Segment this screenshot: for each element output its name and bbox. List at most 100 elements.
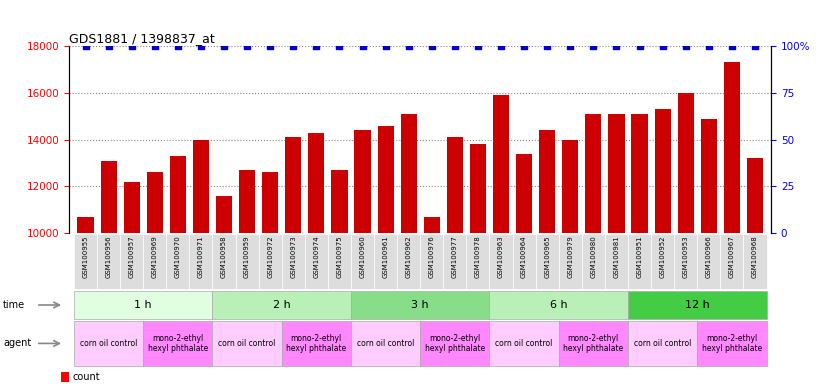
Text: GSM100974: GSM100974 bbox=[313, 235, 319, 278]
Point bbox=[264, 43, 277, 49]
Text: mono-2-ethyl
hexyl phthalate: mono-2-ethyl hexyl phthalate bbox=[286, 334, 347, 353]
Point bbox=[472, 43, 485, 49]
Text: GSM100970: GSM100970 bbox=[175, 235, 181, 278]
Text: GSM100960: GSM100960 bbox=[360, 235, 366, 278]
Text: agent: agent bbox=[3, 338, 32, 348]
Bar bbox=[609, 114, 624, 233]
Bar bbox=[170, 156, 186, 233]
FancyBboxPatch shape bbox=[305, 234, 328, 289]
Text: corn oil control: corn oil control bbox=[495, 339, 552, 348]
Text: mono-2-ethyl
hexyl phthalate: mono-2-ethyl hexyl phthalate bbox=[148, 334, 208, 353]
Bar bbox=[562, 140, 579, 233]
Text: GSM100976: GSM100976 bbox=[428, 235, 435, 278]
Bar bbox=[724, 63, 740, 233]
Point bbox=[748, 43, 761, 49]
Point bbox=[425, 43, 438, 49]
Text: GSM100972: GSM100972 bbox=[267, 235, 273, 278]
Point bbox=[610, 43, 623, 49]
Text: mono-2-ethyl
hexyl phthalate: mono-2-ethyl hexyl phthalate bbox=[563, 334, 623, 353]
Text: 1 h: 1 h bbox=[135, 300, 152, 310]
FancyBboxPatch shape bbox=[535, 234, 559, 289]
Text: GSM100964: GSM100964 bbox=[521, 235, 527, 278]
FancyBboxPatch shape bbox=[189, 234, 212, 289]
FancyBboxPatch shape bbox=[674, 234, 697, 289]
Text: corn oil control: corn oil control bbox=[357, 339, 415, 348]
FancyBboxPatch shape bbox=[628, 321, 697, 366]
FancyBboxPatch shape bbox=[212, 321, 282, 366]
Text: mono-2-ethyl
hexyl phthalate: mono-2-ethyl hexyl phthalate bbox=[702, 334, 762, 353]
Bar bbox=[701, 119, 717, 233]
Bar bbox=[123, 182, 140, 233]
Text: 6 h: 6 h bbox=[550, 300, 568, 310]
Bar bbox=[216, 196, 232, 233]
Text: GSM100975: GSM100975 bbox=[336, 235, 343, 278]
Text: mono-2-ethyl
hexyl phthalate: mono-2-ethyl hexyl phthalate bbox=[425, 334, 485, 353]
FancyBboxPatch shape bbox=[628, 234, 651, 289]
Text: GSM100967: GSM100967 bbox=[729, 235, 735, 278]
FancyBboxPatch shape bbox=[490, 234, 512, 289]
Text: time: time bbox=[3, 300, 25, 310]
Point bbox=[218, 43, 231, 49]
Point bbox=[633, 43, 646, 49]
FancyBboxPatch shape bbox=[144, 234, 166, 289]
Point bbox=[517, 43, 530, 49]
Bar bbox=[424, 217, 440, 233]
Bar bbox=[747, 158, 763, 233]
Point bbox=[494, 43, 508, 49]
FancyBboxPatch shape bbox=[212, 291, 351, 319]
Point bbox=[333, 43, 346, 49]
Text: GSM100961: GSM100961 bbox=[383, 235, 388, 278]
Text: corn oil control: corn oil control bbox=[634, 339, 691, 348]
FancyBboxPatch shape bbox=[559, 234, 582, 289]
Point bbox=[125, 43, 138, 49]
Point bbox=[286, 43, 299, 49]
Text: GSM100965: GSM100965 bbox=[544, 235, 550, 278]
Text: GSM100952: GSM100952 bbox=[659, 235, 666, 278]
FancyBboxPatch shape bbox=[490, 291, 628, 319]
Text: GSM100959: GSM100959 bbox=[244, 235, 251, 278]
Bar bbox=[632, 114, 648, 233]
Bar bbox=[61, 372, 69, 382]
Text: GSM100969: GSM100969 bbox=[152, 235, 157, 278]
Text: GSM100968: GSM100968 bbox=[752, 235, 758, 278]
Bar bbox=[378, 126, 393, 233]
Point bbox=[194, 43, 207, 49]
Point bbox=[310, 43, 323, 49]
Bar bbox=[539, 130, 555, 233]
FancyBboxPatch shape bbox=[74, 234, 97, 289]
Text: GSM100980: GSM100980 bbox=[590, 235, 596, 278]
Text: GSM100979: GSM100979 bbox=[567, 235, 574, 278]
FancyBboxPatch shape bbox=[166, 234, 189, 289]
Point bbox=[703, 43, 716, 49]
Point bbox=[725, 43, 738, 49]
Bar bbox=[286, 137, 301, 233]
FancyBboxPatch shape bbox=[259, 234, 282, 289]
FancyBboxPatch shape bbox=[582, 234, 605, 289]
FancyBboxPatch shape bbox=[351, 291, 490, 319]
FancyBboxPatch shape bbox=[490, 321, 559, 366]
Bar bbox=[470, 144, 486, 233]
FancyBboxPatch shape bbox=[282, 234, 305, 289]
FancyBboxPatch shape bbox=[374, 234, 397, 289]
Text: count: count bbox=[73, 372, 100, 382]
Text: GSM100957: GSM100957 bbox=[129, 235, 135, 278]
FancyBboxPatch shape bbox=[697, 321, 766, 366]
FancyBboxPatch shape bbox=[74, 291, 212, 319]
Text: GSM100971: GSM100971 bbox=[198, 235, 204, 278]
FancyBboxPatch shape bbox=[651, 234, 674, 289]
FancyBboxPatch shape bbox=[120, 234, 144, 289]
Text: 12 h: 12 h bbox=[685, 300, 710, 310]
Point bbox=[656, 43, 669, 49]
Text: 3 h: 3 h bbox=[411, 300, 429, 310]
Point bbox=[679, 43, 692, 49]
FancyBboxPatch shape bbox=[443, 234, 467, 289]
Text: corn oil control: corn oil control bbox=[219, 339, 276, 348]
Point bbox=[171, 43, 184, 49]
FancyBboxPatch shape bbox=[743, 234, 766, 289]
FancyBboxPatch shape bbox=[628, 291, 766, 319]
FancyBboxPatch shape bbox=[351, 234, 374, 289]
Text: GSM100973: GSM100973 bbox=[290, 235, 296, 278]
FancyBboxPatch shape bbox=[512, 234, 535, 289]
Bar bbox=[401, 114, 417, 233]
Text: GSM100955: GSM100955 bbox=[82, 235, 88, 278]
